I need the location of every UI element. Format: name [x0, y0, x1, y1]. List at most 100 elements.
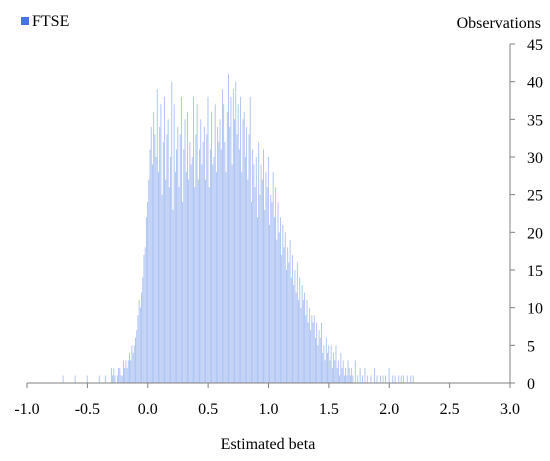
histogram-bar [240, 96, 242, 383]
histogram-bar [138, 300, 140, 383]
x-tick-label: 2.5 [440, 401, 460, 418]
histogram-bar [382, 375, 384, 383]
histogram-bar [284, 232, 286, 383]
histogram-bar [298, 300, 299, 383]
histogram-bar [149, 149, 151, 383]
histogram-bar [313, 315, 315, 383]
x-tick-label: 1.5 [319, 401, 339, 418]
histogram-bar [324, 360, 326, 383]
histogram-bar [208, 187, 210, 383]
histogram-bar [254, 187, 256, 383]
histogram-bar [183, 149, 185, 383]
histogram-bar [180, 96, 182, 383]
histogram-bar [392, 375, 394, 383]
histogram-bar [121, 375, 123, 383]
histogram-bar [295, 292, 297, 383]
histogram-bar [119, 367, 121, 383]
histogram-bar [167, 119, 169, 383]
histogram-bar [186, 111, 188, 384]
y-tick-label: 5 [527, 338, 535, 355]
histogram-bar [337, 360, 339, 383]
histogram-bar [335, 345, 337, 383]
histogram-bar [311, 315, 313, 383]
histogram-bar [172, 209, 174, 383]
histogram-bar [283, 247, 285, 383]
histogram-bar [220, 149, 222, 383]
histogram-bar [267, 157, 269, 383]
histogram-bar [374, 367, 376, 383]
histogram-bar [104, 375, 106, 383]
histogram-bar [265, 172, 267, 383]
histogram-bar [307, 322, 309, 383]
x-tick-label: 3.0 [500, 401, 520, 418]
histogram-bar [329, 360, 331, 383]
histogram-bar [226, 111, 228, 384]
histogram-bar [276, 239, 278, 383]
histogram-bar [304, 292, 306, 383]
histogram-bar [182, 202, 184, 383]
histogram-bar [234, 119, 235, 383]
histogram-bar [225, 172, 227, 383]
y-tick-label: 25 [527, 188, 543, 205]
histogram-bar [325, 337, 327, 383]
histogram-bar [330, 345, 332, 383]
histogram-bar [136, 330, 138, 383]
histogram-bar [302, 300, 304, 383]
histogram-bar [150, 126, 152, 384]
histogram-bar [370, 375, 372, 383]
histogram-bar [281, 254, 283, 383]
histogram-bar [120, 375, 122, 383]
histogram-bar [110, 367, 112, 383]
histogram-bar [143, 254, 145, 383]
x-ticks-group: -1.0 -0.5 0.0 0.5 1.0 1.5 2.0 2.5 3.0 [14, 383, 520, 418]
histogram-bar [351, 367, 353, 383]
histogram-bar [319, 337, 321, 383]
histogram-bar [328, 345, 330, 383]
histogram-bar [170, 157, 171, 383]
histogram-bar [195, 134, 197, 383]
histogram-bar [380, 375, 382, 383]
histogram-bar [62, 375, 64, 383]
histogram-bar [232, 89, 234, 383]
histogram-bar [312, 322, 314, 383]
histogram-bar [158, 172, 159, 383]
histogram-bar [177, 126, 179, 384]
histogram-bar [403, 375, 405, 383]
histogram-bar [306, 300, 308, 383]
histogram-bar [362, 375, 363, 383]
histogram-bar [244, 157, 246, 383]
histogram-bar [388, 367, 390, 383]
histogram-bar [282, 224, 284, 383]
histogram-bar [162, 141, 164, 383]
histogram-bar [269, 224, 270, 383]
histogram-bar [250, 202, 252, 383]
histogram-bar [144, 247, 146, 383]
x-tick-label: 0.5 [198, 401, 218, 418]
y-tick-label: 30 [527, 150, 543, 167]
histogram-bar [314, 337, 316, 383]
histogram-bar [348, 367, 350, 383]
histogram-bar [125, 360, 127, 383]
histogram-bar [350, 375, 351, 383]
x-tick-label: 1.0 [259, 401, 279, 418]
histogram-bar [189, 141, 191, 383]
histogram-bar [224, 141, 226, 383]
y-tick-label: 35 [527, 112, 543, 129]
y-tick-label: 40 [527, 75, 543, 92]
histogram-bar [219, 119, 221, 383]
histogram-bar [253, 164, 255, 383]
histogram-bar [173, 104, 175, 384]
y-axis-title: Observations [457, 15, 541, 32]
histogram-bar [218, 141, 220, 383]
histogram-bar [188, 179, 190, 383]
histogram-bar [207, 96, 209, 383]
histogram-bar [215, 172, 217, 383]
histogram-bar [205, 179, 207, 383]
y-tick-label: 10 [527, 301, 543, 318]
histogram-bar [336, 367, 338, 383]
histogram-bar [316, 322, 318, 383]
histogram-bar [270, 194, 272, 383]
histogram-bar [223, 104, 225, 384]
histogram-bar [252, 149, 254, 383]
histogram-bar [258, 141, 260, 383]
